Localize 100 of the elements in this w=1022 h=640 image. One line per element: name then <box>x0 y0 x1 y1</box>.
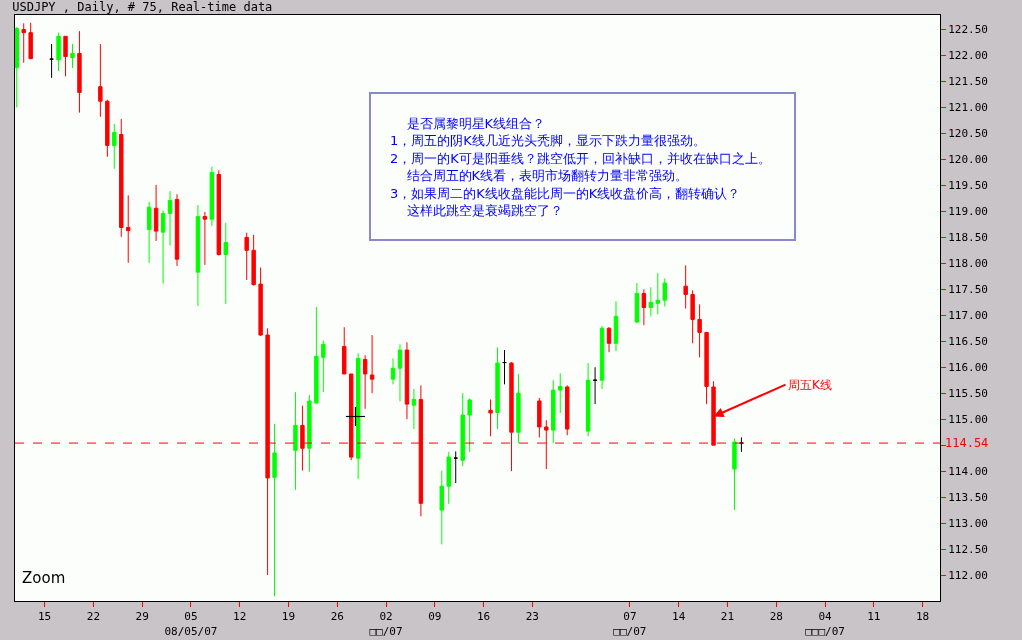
y-tick-label: 114.00 <box>948 464 988 478</box>
y-tick-label: 118.50 <box>948 231 988 245</box>
candlestick <box>648 286 654 317</box>
candlestick <box>195 204 201 307</box>
candlestick <box>613 300 619 352</box>
ref-line-label: 114.54 <box>945 436 989 450</box>
candlestick <box>293 391 298 491</box>
x-tick-label: 22 <box>86 610 101 624</box>
candlestick <box>453 450 458 484</box>
candlestick <box>460 392 465 467</box>
candlestick <box>397 343 403 403</box>
x-tick-label: 23 <box>525 610 539 624</box>
candlestick <box>244 232 249 281</box>
y-tick-label: 116.00 <box>948 361 988 375</box>
candlestick <box>153 184 159 242</box>
y-tick-label: 121.00 <box>948 101 988 115</box>
x-tick-label: 05 08/05/07 <box>164 610 218 638</box>
candlestick <box>565 384 570 436</box>
x-tick-label: 16 <box>476 610 491 624</box>
candlestick <box>56 32 61 72</box>
candlestick <box>585 362 591 437</box>
candlestick <box>209 166 215 227</box>
candlestick <box>105 99 110 158</box>
candlestick <box>307 394 312 473</box>
candlestick <box>321 340 326 393</box>
y-tick-label: 113.00 <box>948 516 988 530</box>
x-tick-label: 19 <box>281 610 296 624</box>
candlestick <box>662 277 667 307</box>
candlestick <box>641 288 647 326</box>
candlestick <box>683 264 688 310</box>
candlestick <box>551 379 556 444</box>
candlestick <box>599 325 605 390</box>
candlestick <box>223 222 228 305</box>
x-tick-label: 26 <box>330 610 344 624</box>
candlestick <box>272 423 277 597</box>
candlestick <box>502 349 507 385</box>
candlestick <box>49 43 54 79</box>
y-tick-label: 117.50 <box>948 283 988 297</box>
candlestick <box>202 211 208 266</box>
candlestick <box>63 35 68 77</box>
candlestick <box>112 123 117 170</box>
x-tick-label: 07 □□/07 <box>613 610 647 638</box>
candlestick <box>558 372 563 414</box>
candlestick <box>167 190 173 247</box>
candlestick <box>488 398 493 437</box>
candlestick <box>342 326 347 375</box>
candlestick <box>28 22 33 60</box>
candlestick <box>15 26 19 108</box>
candlestick <box>314 306 319 404</box>
annotation: 1，周五的阴K线几近光头秃脚，显示下跌力量很强劲。 <box>390 133 706 148</box>
candlestick <box>537 397 542 438</box>
y-tick-label: 122.00 <box>948 49 988 63</box>
y-tick-label: 112.00 <box>948 568 988 582</box>
y-tick-label: 120.00 <box>948 153 988 167</box>
y-tick-label: 120.50 <box>948 127 988 141</box>
candlestick <box>439 470 444 545</box>
x-tick-label: 09 <box>428 610 442 624</box>
candlestick <box>98 43 103 118</box>
candlestick <box>739 436 744 453</box>
annotation: 周五K线 <box>788 378 832 392</box>
x-tick-label: 11 <box>867 610 881 624</box>
y-tick-label: 116.50 <box>948 335 988 349</box>
y-tick-label: 119.00 <box>948 205 988 219</box>
candlestick <box>216 169 222 257</box>
candlestick <box>495 346 500 430</box>
candlestick <box>446 451 451 505</box>
y-tick-label: 118.00 <box>948 257 988 271</box>
candlestick <box>251 234 256 287</box>
candlestick <box>690 289 695 344</box>
y-tick-label: 117.00 <box>948 309 988 323</box>
candlestick <box>119 118 124 238</box>
annotation: Zoom <box>22 569 66 587</box>
candlestick <box>160 209 166 285</box>
x-tick-label: 21 <box>720 610 735 624</box>
candlestick <box>362 354 368 410</box>
x-tick-label: 14 <box>672 610 686 624</box>
candlestick <box>258 266 263 337</box>
candlestick <box>592 366 598 405</box>
annotation: 2，周一的K可是阳垂线？跳空低开，回补缺口，并收在缺口之上。结合周五的K线看，表明市场翻转力量非常强劲。 <box>390 151 771 183</box>
candlestick <box>467 397 472 453</box>
y-tick-label: 122.50 <box>948 23 988 37</box>
y-tick-label: 121.50 <box>948 75 988 89</box>
candlestick <box>390 357 396 385</box>
candlestick <box>70 43 75 69</box>
candlestick <box>146 201 152 264</box>
candlestick <box>411 388 417 430</box>
x-tick-label: 04 □□□/07 <box>805 610 845 638</box>
x-tick-label: 12 <box>233 610 247 624</box>
candlestick <box>697 303 702 358</box>
candlestick <box>516 373 521 444</box>
candlestick <box>174 193 180 267</box>
candlestick <box>77 30 82 114</box>
y-tick-label: 113.50 <box>948 490 988 504</box>
candlestick <box>704 331 709 405</box>
annotation: 是否属黎明星K线组合？ <box>390 116 546 131</box>
y-tick-label: 115.50 <box>948 387 988 401</box>
x-tick-label: 28 <box>769 610 783 624</box>
x-tick-label: 15 <box>37 610 52 624</box>
y-tick-label: 115.00 <box>948 413 988 427</box>
x-tick-label: 02 □□/07 <box>369 610 403 638</box>
